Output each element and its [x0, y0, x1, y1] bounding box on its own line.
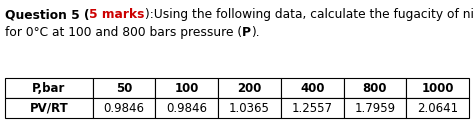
Text: for 0°C at 100 and 800 bars pressure (: for 0°C at 100 and 800 bars pressure (: [5, 26, 242, 39]
Text: P: P: [242, 26, 251, 39]
Text: P,bar: P,bar: [32, 81, 65, 95]
Bar: [5, 98, 93, 118]
Text: Question 5 (: Question 5 (: [5, 8, 90, 21]
Text: 400: 400: [300, 81, 325, 95]
Text: 0.9846: 0.9846: [166, 102, 207, 115]
Bar: [344, 98, 406, 118]
Text: 1000: 1000: [421, 81, 454, 95]
Text: 1.7959: 1.7959: [355, 102, 395, 115]
Text: 50: 50: [116, 81, 132, 95]
Bar: [93, 98, 155, 118]
Text: PV/RT: PV/RT: [29, 102, 68, 115]
Bar: [344, 78, 406, 98]
Text: 200: 200: [237, 81, 262, 95]
Bar: [281, 98, 344, 118]
Bar: [155, 78, 218, 98]
Bar: [155, 98, 218, 118]
Text: 1.2557: 1.2557: [292, 102, 333, 115]
Text: 100: 100: [174, 81, 199, 95]
Text: 1.0365: 1.0365: [229, 102, 270, 115]
Bar: [218, 78, 281, 98]
Text: ).: ).: [251, 26, 260, 39]
Bar: [93, 78, 155, 98]
Text: 2.0641: 2.0641: [417, 102, 458, 115]
Bar: [406, 78, 469, 98]
Text: ):Using the following data, calculate the fugacity of nitrogen gas: ):Using the following data, calculate th…: [145, 8, 474, 21]
Text: 800: 800: [363, 81, 387, 95]
Text: 0.9846: 0.9846: [104, 102, 145, 115]
Bar: [406, 98, 469, 118]
Bar: [281, 78, 344, 98]
Text: 5 marks: 5 marks: [90, 8, 145, 21]
Bar: [218, 98, 281, 118]
Bar: [5, 78, 93, 98]
